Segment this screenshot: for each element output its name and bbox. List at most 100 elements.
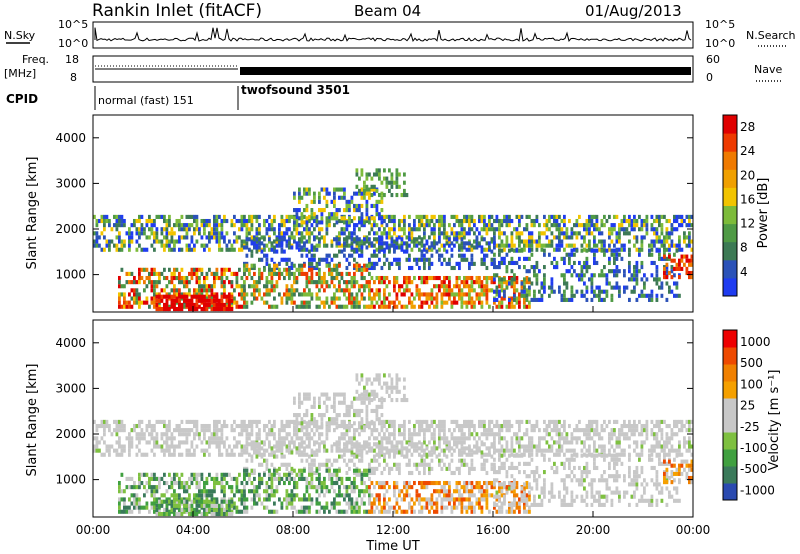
colorbar-swatch bbox=[723, 241, 737, 261]
power-cell bbox=[283, 267, 286, 272]
velocity-cell bbox=[310, 450, 314, 455]
velocity-cell bbox=[485, 446, 489, 451]
velocity-cell bbox=[635, 452, 639, 457]
velocity-cell bbox=[233, 452, 236, 457]
power-cell bbox=[615, 252, 619, 257]
power-cell bbox=[130, 288, 134, 293]
power-cell bbox=[325, 231, 329, 236]
velocity-cell bbox=[348, 421, 351, 426]
power-cell bbox=[398, 184, 401, 189]
velocity-cell bbox=[203, 452, 206, 457]
power-cell bbox=[210, 306, 214, 312]
power-cell bbox=[403, 180, 406, 185]
power-cell bbox=[363, 267, 366, 272]
velocity-cell bbox=[168, 497, 171, 502]
power-cell bbox=[285, 288, 289, 293]
power-cell bbox=[105, 239, 109, 244]
velocity-cell bbox=[125, 505, 129, 510]
power-cell bbox=[503, 293, 506, 298]
power-cell bbox=[148, 235, 151, 240]
power-cell bbox=[358, 304, 361, 309]
velocity-cell bbox=[590, 423, 594, 429]
velocity-cell bbox=[205, 501, 209, 506]
power-cell bbox=[378, 280, 381, 285]
power-cell bbox=[220, 292, 224, 297]
power-cell bbox=[585, 256, 589, 261]
power-cell bbox=[153, 218, 156, 224]
velocity-cell bbox=[480, 423, 484, 429]
velocity-cell bbox=[380, 413, 384, 418]
power-cell bbox=[650, 293, 654, 298]
velocity-cell bbox=[370, 432, 374, 437]
power-cell bbox=[570, 243, 574, 248]
velocity-cell bbox=[323, 444, 326, 449]
power-cell bbox=[425, 275, 429, 281]
power-cell bbox=[540, 247, 544, 252]
power-cell bbox=[395, 176, 399, 181]
velocity-cell bbox=[170, 440, 174, 445]
velocity-cell bbox=[368, 470, 371, 476]
velocity-cell bbox=[313, 442, 316, 447]
velocity-cell bbox=[278, 436, 281, 441]
velocity-cell bbox=[488, 423, 491, 429]
power-cell bbox=[533, 223, 536, 228]
date-label: 01/Aug/2013 bbox=[585, 2, 682, 20]
power-cell bbox=[590, 218, 594, 224]
velocity-cell bbox=[608, 419, 611, 424]
power-cell bbox=[195, 302, 199, 307]
velocity-cell bbox=[245, 423, 249, 429]
power-cell bbox=[465, 280, 469, 285]
velocity-cell bbox=[423, 436, 426, 441]
power-cell bbox=[473, 288, 476, 293]
power-cell bbox=[185, 235, 189, 240]
velocity-cell bbox=[218, 419, 221, 424]
power-cell bbox=[510, 260, 514, 266]
power-cell bbox=[333, 199, 336, 204]
power-cell bbox=[293, 300, 296, 305]
power-cell bbox=[163, 247, 166, 252]
velocity-cell bbox=[180, 419, 184, 424]
power-cell bbox=[300, 245, 304, 250]
power-cell bbox=[343, 191, 346, 196]
power-cell bbox=[223, 294, 226, 299]
power-cell bbox=[415, 243, 419, 248]
power-cell bbox=[478, 214, 481, 219]
power-cell bbox=[170, 294, 174, 299]
power-cell bbox=[333, 253, 336, 258]
power-cell bbox=[200, 223, 204, 228]
power-cell bbox=[188, 292, 191, 297]
power-cell bbox=[478, 243, 481, 248]
power-cell bbox=[233, 223, 236, 228]
power-cell bbox=[305, 304, 309, 309]
velocity-cell bbox=[143, 472, 146, 477]
velocity-cell bbox=[485, 452, 489, 457]
power-cell bbox=[493, 300, 496, 305]
power-cell bbox=[220, 284, 224, 289]
power-cell bbox=[273, 288, 276, 293]
velocity-cell bbox=[683, 436, 686, 441]
power-cell bbox=[243, 263, 246, 268]
velocity-cell bbox=[200, 440, 204, 445]
power-cell bbox=[275, 263, 279, 268]
power-cell bbox=[460, 227, 464, 232]
power-cell bbox=[523, 247, 526, 252]
power-cell bbox=[338, 296, 341, 301]
power-cell bbox=[468, 223, 471, 228]
power-cell bbox=[273, 227, 276, 232]
power-cell bbox=[225, 294, 229, 299]
velocity-cell bbox=[565, 436, 569, 441]
velocity-cell bbox=[290, 466, 294, 471]
power-cell bbox=[418, 275, 421, 281]
power-cell bbox=[518, 231, 521, 236]
power-cell bbox=[360, 216, 364, 221]
velocity-cell bbox=[615, 419, 619, 424]
power-cell bbox=[430, 214, 434, 219]
velocity-cell bbox=[135, 452, 139, 457]
power-cell bbox=[223, 280, 226, 285]
power-cell bbox=[440, 231, 444, 236]
power-cell bbox=[675, 293, 679, 298]
velocity-cell bbox=[610, 428, 614, 433]
velocity-cell bbox=[580, 440, 584, 445]
velocity-cell bbox=[373, 454, 376, 459]
velocity-cell bbox=[205, 480, 209, 486]
